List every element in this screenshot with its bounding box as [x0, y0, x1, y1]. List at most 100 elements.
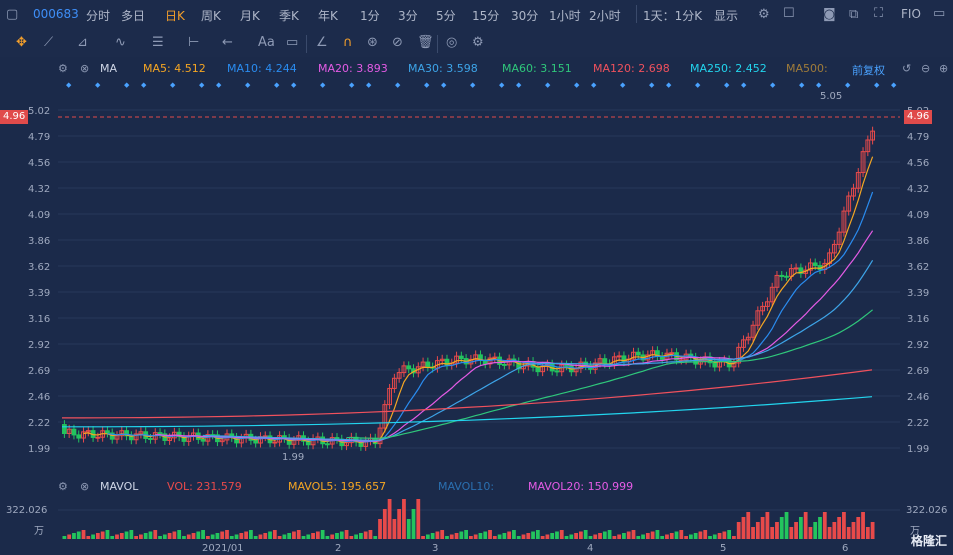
volume-bar [315, 531, 320, 539]
candle-body [865, 139, 871, 153]
event-marker-icon: ◆ [891, 81, 897, 89]
volume-bar [445, 536, 449, 539]
volume-bar [727, 530, 732, 539]
stock-code[interactable]: 000683 [33, 7, 79, 21]
volume-panel[interactable]: ⚙ ⊗ MAVOL VOL: 231.579 MAVOL5: 195.657 M… [0, 475, 953, 555]
wave-tool-icon[interactable]: ∿ [115, 35, 126, 50]
volume-bar [650, 531, 655, 539]
candle-body [808, 262, 813, 271]
volume-bar [865, 527, 870, 539]
price-axis-label-left: 1.99 [28, 444, 50, 455]
period-tab-3min[interactable]: 3分 [398, 9, 418, 23]
volume-bar [803, 512, 808, 539]
ruler-icon[interactable]: ∠ [316, 35, 328, 50]
candle-body [501, 363, 507, 366]
zoom-in-icon[interactable]: ⊕ [939, 62, 949, 75]
undo-icon[interactable]: ↺ [902, 62, 912, 75]
volume-bar [354, 534, 359, 539]
text-tool-icon[interactable]: Aa [258, 35, 275, 50]
period-tab-intraday[interactable]: 分时 [86, 9, 111, 23]
period-tab-5min[interactable]: 5分 [436, 9, 456, 23]
checkbox-icon[interactable]: ☐ [783, 6, 795, 21]
popout-icon[interactable]: ⧉ [849, 7, 859, 22]
volume-bar [134, 536, 139, 539]
line-tool-icon[interactable]: ⟋ [44, 35, 54, 50]
sidebar-toggle-icon[interactable]: ▢ [6, 7, 19, 22]
volume-bar [712, 534, 717, 539]
fib-tool-icon[interactable]: ☰ [152, 35, 164, 50]
period-tab-1min[interactable]: 1分 [360, 9, 380, 23]
compare-icon[interactable]: ◎ [446, 35, 458, 50]
period-tab-yearly[interactable]: 年K [318, 9, 338, 23]
volume-bar [220, 531, 225, 539]
price-axis-label-right: 3.62 [907, 262, 929, 273]
mavol-legend: ⚙ ⊗ MAVOL VOL: 231.579 MAVOL5: 195.657 M… [0, 477, 953, 497]
period-tab-2hour[interactable]: 2小时 [589, 9, 621, 23]
display-select[interactable]: 显示 [714, 9, 739, 23]
volume-bar [478, 533, 483, 539]
camera-icon[interactable]: ◙ [823, 7, 836, 22]
event-marker-icon: ◆ [741, 81, 747, 89]
adjust-select[interactable]: 前复权 [852, 64, 885, 77]
price-axis-label-right: 4.79 [907, 132, 929, 143]
vol-settings-icon[interactable]: ⚙ [58, 480, 68, 493]
panel-close-icon[interactable]: ⊗ [80, 62, 90, 75]
toolbar-divider [437, 35, 438, 53]
ma60-line [346, 309, 873, 440]
window-icon[interactable]: ▭ [933, 6, 946, 21]
price-axis-label-left: 2.92 [28, 340, 50, 351]
candle-body [76, 434, 82, 439]
period-tab-monthly[interactable]: 月K [240, 9, 260, 23]
hide-icon[interactable]: ⊘ [392, 35, 403, 50]
period-tab-daily[interactable]: 日K [165, 9, 185, 23]
candle-body [769, 286, 775, 303]
watermark-logo: 格隆汇 [910, 534, 947, 548]
volume-bar [406, 519, 411, 539]
volume-bar [378, 519, 382, 539]
volume-bar [272, 530, 277, 539]
volume-bar [808, 527, 813, 539]
ma-indicator-name[interactable]: MA [100, 62, 118, 75]
channel-tool-icon[interactable]: ⊿ [77, 35, 88, 50]
period-tab-1hour[interactable]: 1小时 [549, 9, 581, 23]
vol-close-icon[interactable]: ⊗ [80, 480, 90, 493]
price-axis-label-right: 2.22 [907, 418, 929, 429]
fio-label[interactable]: FIO [901, 7, 921, 21]
volume-bar [435, 531, 440, 539]
mavol-indicator-name[interactable]: MAVOL [100, 480, 139, 493]
zoom-out-icon[interactable]: ⊖ [921, 62, 931, 75]
event-marker-icon: ◆ [274, 81, 280, 89]
x-axis-label: 5 [720, 543, 727, 554]
period-tab-30min[interactable]: 30分 [511, 9, 539, 23]
period-tab-quarterly[interactable]: 季K [279, 9, 299, 23]
volume-bar [263, 533, 268, 539]
period-tab-multiday[interactable]: 多日 [121, 9, 146, 23]
settings-gear-icon[interactable]: ⚙ [758, 7, 770, 22]
volume-bar [760, 517, 765, 539]
candle-body [712, 362, 718, 368]
period-tab-15min[interactable]: 15分 [472, 9, 500, 23]
crosshair-icon[interactable]: ✥ [16, 35, 27, 50]
fullscreen-icon[interactable]: ⛶ [874, 6, 884, 21]
tool-settings-icon[interactable]: ⚙ [472, 35, 484, 50]
volume-bar [492, 536, 497, 539]
lock-icon[interactable]: ⊛ [367, 35, 378, 50]
magnet-icon[interactable]: ∩ [343, 35, 353, 50]
panel-settings-icon[interactable]: ⚙ [58, 62, 68, 75]
x-axis-label: 4 [587, 543, 594, 554]
candle-body [635, 351, 641, 356]
trash-icon[interactable]: 🗑 [417, 35, 434, 50]
candlestick-panel[interactable]: ⚙ ⊗ MA MA5: 4.512 MA10: 4.244 MA20: 3.89… [0, 57, 953, 475]
interval-select[interactable]: 1天：1分K [643, 9, 703, 23]
candle-body [148, 437, 153, 440]
arrow-tool-icon[interactable]: ← [222, 35, 233, 50]
range-tool-icon[interactable]: ⊢ [188, 35, 200, 50]
volume-bar [755, 522, 760, 539]
period-tab-weekly[interactable]: 周K [201, 9, 221, 23]
comment-tool-icon[interactable]: ▭ [286, 35, 299, 50]
event-marker-icon: ◆ [874, 81, 880, 89]
candle-body [401, 365, 407, 374]
volume-bar [115, 534, 119, 539]
price-axis-label-right: 2.46 [907, 392, 929, 403]
volume-bar [416, 499, 421, 539]
